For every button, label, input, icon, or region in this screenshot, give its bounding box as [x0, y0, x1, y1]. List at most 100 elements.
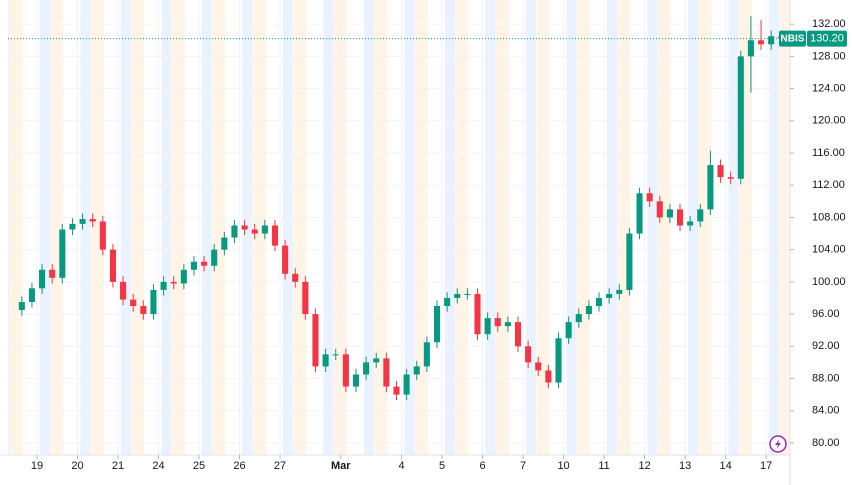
candle-body	[687, 221, 694, 226]
candle-body	[525, 346, 532, 363]
candle-body	[393, 386, 400, 395]
candle-body	[514, 322, 522, 347]
extended-hours-band	[252, 0, 266, 455]
extended-hours-band	[212, 0, 226, 455]
post-market-band	[8, 0, 10, 455]
post-market-band	[444, 0, 456, 455]
candle-body	[261, 225, 268, 234]
post-market-band	[363, 0, 375, 455]
candle-body	[464, 293, 471, 295]
candle-body	[676, 209, 684, 226]
symbol-tag	[779, 30, 806, 47]
x-tick-label: 11	[598, 460, 609, 472]
post-market-band	[39, 0, 50, 455]
extended-hours-band	[657, 0, 671, 455]
y-tick-label: 116.00	[812, 147, 845, 159]
candle-body	[79, 219, 86, 224]
extended-hours-band	[414, 0, 428, 455]
candle-body	[727, 177, 734, 179]
candle-body	[494, 318, 501, 327]
extended-hours-band	[90, 0, 104, 455]
y-tick-label: 88.00	[812, 372, 840, 384]
candle-body	[413, 366, 420, 375]
x-tick-label: 17	[760, 460, 772, 472]
candle-body	[555, 338, 562, 383]
x-tick-label: 26	[233, 460, 245, 472]
x-tick-label: 21	[112, 460, 124, 472]
extended-hours-band	[779, 0, 790, 455]
candle-body	[201, 261, 208, 266]
lightning-icon[interactable]	[769, 435, 787, 453]
x-tick-label: Mar	[331, 460, 351, 472]
y-tick-label: 132.00	[812, 18, 846, 30]
post-market-band	[647, 0, 658, 455]
post-market-band	[525, 0, 537, 455]
x-tick-label: 25	[193, 460, 205, 472]
x-tick-label: 24	[152, 460, 164, 472]
candle-body	[211, 249, 218, 266]
candle-body	[180, 269, 187, 284]
candle-body	[18, 301, 25, 311]
x-tick-label: 14	[719, 460, 731, 472]
candle-body	[646, 193, 653, 202]
candle-body	[28, 288, 35, 302]
session-bands	[8, 0, 790, 455]
y-tick-label: 104.00	[812, 244, 846, 256]
candle-body	[89, 219, 96, 222]
extended-hours-band	[9, 0, 23, 455]
x-tick-label: 7	[520, 460, 526, 472]
candle-body	[312, 314, 319, 367]
candle-body	[616, 289, 623, 294]
post-market-band	[80, 0, 91, 455]
candle-body	[363, 362, 370, 375]
extended-hours-band	[50, 0, 64, 455]
candle-body	[636, 193, 643, 234]
post-market-band	[404, 0, 415, 455]
icon-bolt	[775, 439, 781, 449]
candle-body	[342, 354, 349, 387]
candle-body	[737, 56, 744, 179]
candle-body	[484, 318, 491, 335]
candle-body	[504, 322, 511, 327]
candle-body	[656, 201, 663, 218]
candle-body	[707, 165, 714, 210]
post-market-band	[606, 0, 618, 455]
y-tick-label: 120.00	[812, 115, 846, 127]
candles	[8, 16, 790, 401]
extended-hours-band	[698, 0, 712, 455]
extended-hours-band	[536, 0, 550, 455]
candle-body	[130, 299, 137, 307]
candle-body	[332, 354, 339, 356]
post-market-band	[120, 0, 131, 455]
candle-body	[271, 225, 279, 246]
x-tick-label: 4	[398, 460, 404, 472]
candle-body	[251, 229, 258, 234]
candle-body	[302, 281, 309, 315]
x-tick-label: 27	[274, 460, 286, 472]
candle-body	[383, 358, 390, 387]
price-label: 130.20	[810, 33, 844, 45]
candle-body	[626, 233, 633, 290]
y-tick-label: 128.00	[812, 50, 846, 62]
candle-body	[666, 209, 673, 218]
y-tick-label: 108.00	[812, 211, 846, 223]
candle-body	[322, 354, 329, 367]
candle-body	[474, 293, 481, 335]
axis-labels: 80.00 84.00 88.00 92.00 96.00 100.00 104.00 108…	[31, 18, 847, 472]
candle-body	[403, 374, 410, 395]
x-tick-label: 10	[557, 460, 569, 472]
candle-body	[697, 209, 704, 222]
candle-body	[545, 370, 552, 383]
post-market-band	[323, 0, 334, 455]
post-market-band	[728, 0, 739, 455]
candle-body	[454, 293, 461, 298]
post-market-band	[282, 0, 293, 455]
post-market-band	[687, 0, 699, 455]
candle-body	[595, 297, 603, 307]
candle-body	[109, 249, 116, 282]
candle-body	[241, 225, 248, 230]
y-tick-label: 96.00	[812, 308, 840, 320]
candle-body	[150, 289, 157, 315]
candle-body	[352, 374, 360, 387]
